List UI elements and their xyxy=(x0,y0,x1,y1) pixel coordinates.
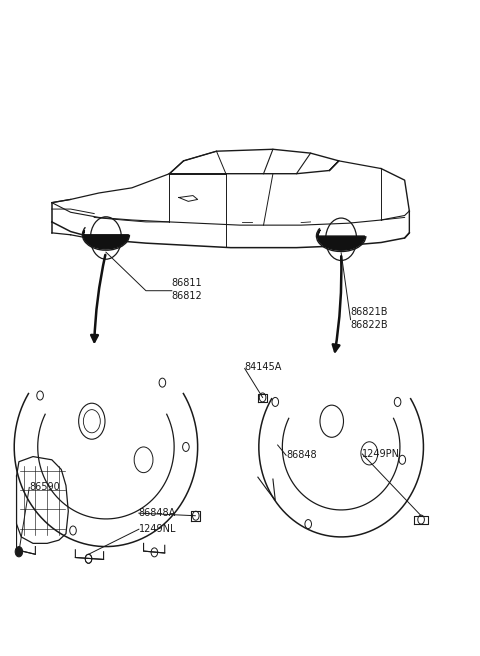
Text: 86848: 86848 xyxy=(286,450,317,460)
Polygon shape xyxy=(318,230,365,250)
Text: 1249NL: 1249NL xyxy=(139,523,176,534)
Text: 1249PN: 1249PN xyxy=(362,449,400,459)
Text: 86821B: 86821B xyxy=(350,307,388,317)
Circle shape xyxy=(15,546,23,557)
Text: 86848A: 86848A xyxy=(139,508,176,518)
Text: 86590: 86590 xyxy=(29,482,60,492)
Text: 84145A: 84145A xyxy=(245,362,282,372)
Text: 86811: 86811 xyxy=(172,278,203,288)
Text: 86812: 86812 xyxy=(172,291,203,301)
Polygon shape xyxy=(84,230,129,249)
Text: 86822B: 86822B xyxy=(350,320,388,330)
